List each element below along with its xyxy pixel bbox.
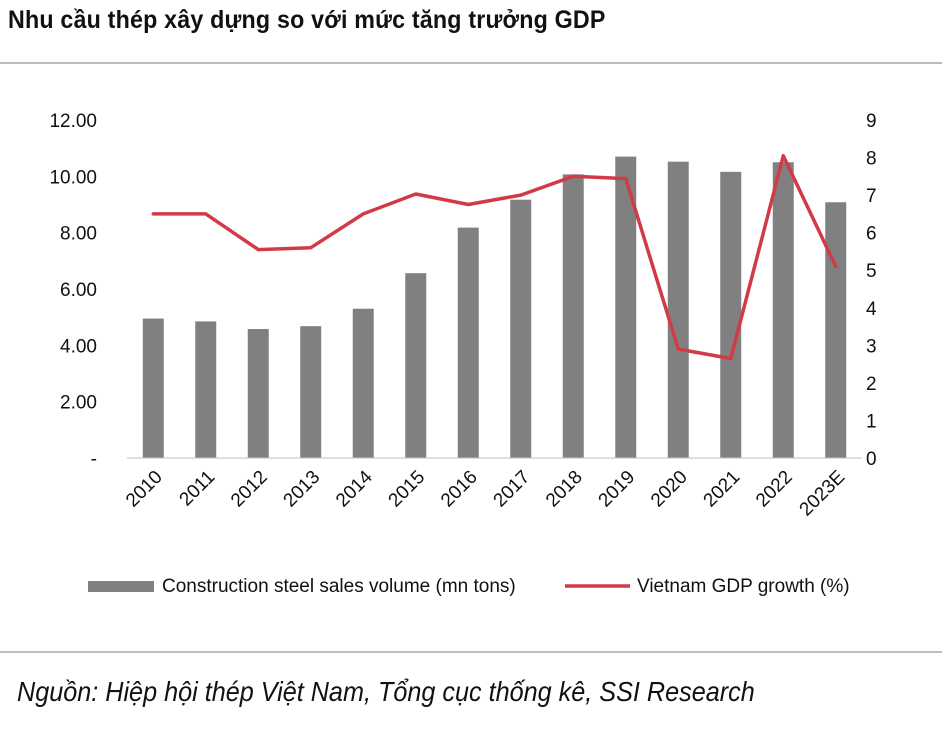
bar-2013 bbox=[300, 326, 322, 458]
source-divider bbox=[0, 651, 942, 653]
bar-2017 bbox=[510, 199, 532, 458]
bar-series bbox=[142, 156, 847, 458]
right-axis-ticks: 0 1 2 3 4 5 6 7 8 9 bbox=[866, 111, 877, 470]
left-tick-label: 8.00 bbox=[60, 224, 97, 245]
right-tick-label: 1 bbox=[866, 411, 877, 432]
x-axis-tick-labels: 2010 2011 2012 2013 2014 2015 2016 2017 2018 2019… bbox=[122, 466, 849, 520]
bar-2021 bbox=[720, 171, 742, 458]
chart-title: Nhu cầu thép xây dựng so với mức tăng tr… bbox=[8, 6, 606, 34]
bar-2023E bbox=[825, 202, 847, 458]
left-tick-label: 2.00 bbox=[60, 393, 97, 414]
left-tick-label: 6.00 bbox=[60, 280, 97, 301]
x-tick-label: 2023E bbox=[796, 467, 850, 521]
right-tick-label: 2 bbox=[866, 374, 877, 395]
right-tick-label: 9 bbox=[866, 111, 877, 132]
x-tick-label: 2021 bbox=[700, 467, 745, 512]
bar-2016 bbox=[457, 227, 479, 458]
bar-2019 bbox=[615, 156, 637, 458]
bar-2011 bbox=[195, 321, 217, 458]
x-tick-label: 2022 bbox=[752, 467, 797, 512]
x-tick-label: 2010 bbox=[122, 467, 167, 512]
x-tick-label: 2020 bbox=[647, 467, 692, 512]
combo-chart: - 2.00 4.00 6.00 8.00 10.00 12.00 0 1 2 3 4 5 6 7 8 9 2… bbox=[49, 111, 877, 597]
right-tick-label: 7 bbox=[866, 186, 877, 207]
x-tick-label: 2013 bbox=[280, 467, 325, 512]
bar-2018 bbox=[562, 174, 584, 458]
x-tick-label: 2019 bbox=[595, 467, 640, 512]
x-tick-label: 2018 bbox=[542, 467, 587, 512]
right-tick-label: 0 bbox=[866, 449, 877, 470]
bar-2010 bbox=[142, 318, 164, 458]
left-tick-label: 10.00 bbox=[49, 167, 97, 188]
legend-bar-swatch bbox=[88, 581, 154, 592]
left-tick-label: 12.00 bbox=[49, 111, 97, 132]
gdp-growth-line bbox=[151, 153, 838, 361]
right-tick-label: 6 bbox=[866, 224, 877, 245]
x-tick-label: 2015 bbox=[385, 467, 430, 512]
source-note: Nguồn: Hiệp hội thép Việt Nam, Tổng cục … bbox=[17, 676, 755, 707]
title-divider bbox=[0, 62, 942, 64]
bar-2012 bbox=[247, 328, 269, 458]
x-tick-label: 2014 bbox=[332, 466, 377, 511]
bar-2022 bbox=[772, 162, 794, 458]
x-tick-label: 2017 bbox=[490, 467, 535, 512]
x-tick-label: 2011 bbox=[176, 467, 220, 511]
legend-bar-label: Construction steel sales volume (mn tons… bbox=[162, 576, 516, 597]
left-tick-label: - bbox=[91, 449, 97, 470]
right-tick-label: 5 bbox=[866, 261, 877, 282]
x-tick-label: 2016 bbox=[437, 467, 482, 512]
left-axis-ticks: - 2.00 4.00 6.00 8.00 10.00 12.00 bbox=[49, 111, 97, 470]
left-tick-label: 4.00 bbox=[60, 336, 97, 357]
bar-2014 bbox=[352, 308, 374, 458]
legend: Construction steel sales volume (mn tons… bbox=[88, 576, 850, 597]
legend-line-label: Vietnam GDP growth (%) bbox=[637, 576, 850, 597]
right-tick-label: 8 bbox=[866, 149, 877, 170]
right-tick-label: 3 bbox=[866, 336, 877, 357]
right-tick-label: 4 bbox=[866, 299, 877, 320]
bar-2015 bbox=[405, 273, 427, 458]
bar-2020 bbox=[667, 161, 689, 458]
x-tick-label: 2012 bbox=[227, 467, 272, 512]
